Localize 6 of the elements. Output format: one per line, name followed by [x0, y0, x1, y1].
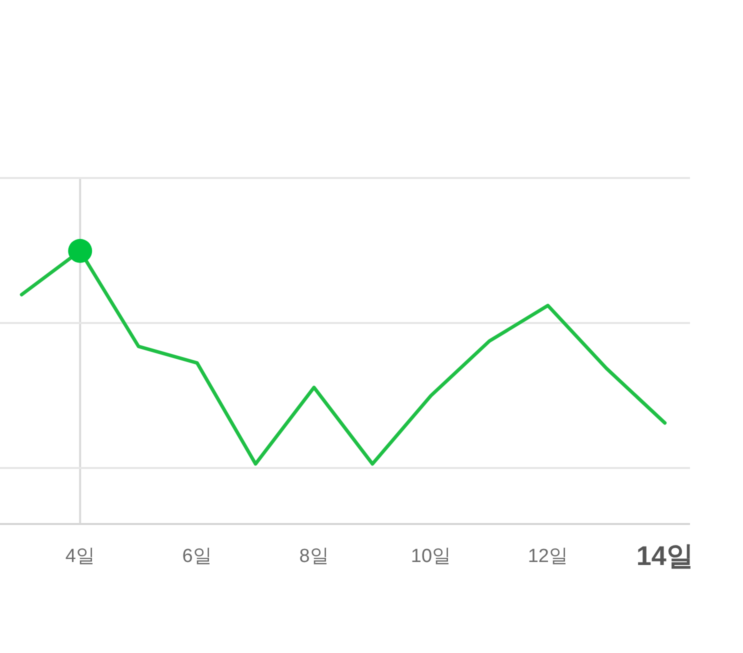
x-tick-label: 12일 [528, 546, 568, 567]
x-tick-label: 14일 [636, 541, 694, 571]
x-tick-label: 8일 [299, 546, 329, 567]
x-tick-label: 4일 [65, 546, 95, 567]
x-tick-label: 10일 [410, 546, 452, 567]
x-tick-label: 6일 [182, 546, 212, 567]
